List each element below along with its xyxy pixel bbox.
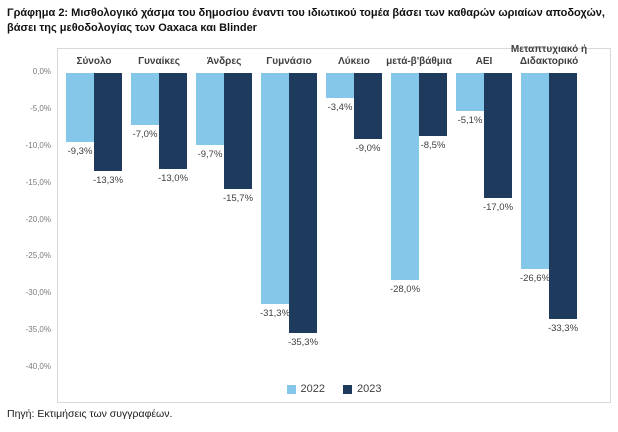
- data-label-2022: -26,6%: [519, 273, 551, 285]
- category-label: Μεταπτυχιακό ή Διδακτορικό: [510, 44, 588, 67]
- bar-2023: [549, 73, 577, 319]
- data-label-2023: -17,0%: [482, 202, 514, 214]
- y-axis-tick-label: -20,0%: [25, 214, 51, 224]
- category-label: μετά-β'βάθμια: [386, 55, 452, 67]
- legend-label: 2022: [300, 383, 325, 395]
- y-axis-tick-label: -40,0%: [25, 362, 51, 371]
- legend-swatch-2023: [343, 384, 352, 394]
- bar-2022: [196, 73, 224, 145]
- legend-item-2023: 2023: [343, 383, 381, 395]
- data-label-2023: -33,3%: [547, 322, 579, 334]
- legend: 2022 2023: [58, 383, 610, 395]
- bar-2023: [419, 73, 447, 136]
- bar-2023: [289, 73, 317, 334]
- y-axis-tick-label: -35,0%: [25, 325, 51, 335]
- chart-title: Γράφημα 2: Μισθολογικό χάσμα του δημοσίο…: [7, 7, 605, 34]
- data-label-2022: -5,1%: [457, 114, 483, 126]
- category-label: Γυναίκες: [138, 55, 180, 67]
- bar-2022: [326, 73, 354, 99]
- bar-2022: [66, 73, 94, 142]
- category-label: Λύκειο: [338, 55, 370, 67]
- category-label: Σύνολο: [76, 55, 112, 67]
- bar-2023: [224, 73, 252, 189]
- bar-2022: [456, 73, 484, 111]
- data-label-2023: -35,3%: [287, 337, 319, 349]
- bar-2022: [261, 73, 289, 304]
- data-label-2022: -9,7%: [197, 148, 223, 160]
- y-axis-tick-label: -30,0%: [25, 288, 51, 298]
- legend-item-2022: 2022: [286, 383, 325, 395]
- bar-2023: [94, 73, 122, 172]
- data-label-2022: -9,3%: [67, 145, 93, 157]
- legend-swatch-2022: [286, 384, 296, 394]
- y-axis-tick-label: -10,0%: [25, 140, 51, 150]
- source-note: Πηγή: Εκτιμήσεις των συγγραφέων.: [7, 408, 173, 420]
- y-axis-tick-label: 0,0%: [32, 67, 51, 76]
- data-label-2023: -15,7%: [222, 192, 254, 204]
- category-label: ΑΕΙ: [475, 55, 493, 67]
- category-label: Άνδρες: [206, 55, 242, 67]
- bar-2023: [484, 73, 512, 199]
- y-axis-tick-label: -5,0%: [30, 103, 51, 113]
- data-label-2023: -9,0%: [355, 143, 381, 155]
- chart-area: Σύνολο -9,3% -13,3% Γυναίκες -7,0% -13,0% Άνδρ…: [57, 44, 611, 403]
- data-label-2022: -28,0%: [389, 283, 421, 295]
- category-label: Γυμνάσιο: [266, 55, 312, 67]
- y-axis-tick-label: -25,0%: [25, 251, 51, 261]
- data-label-2022: -31,3%: [259, 307, 291, 319]
- legend-label: 2023: [357, 383, 382, 395]
- data-label-2022: -3,4%: [327, 102, 353, 114]
- bar-2023: [159, 73, 187, 169]
- y-axis-tick-label: -15,0%: [25, 177, 51, 187]
- plot-area: Σύνολο -9,3% -13,3% Γυναίκες -7,0% -13,0% Άνδρ…: [58, 44, 610, 402]
- data-label-2023: -13,0%: [157, 172, 189, 184]
- bar-2022: [391, 73, 419, 280]
- data-label-2022: -7,0%: [132, 128, 158, 140]
- data-label-2023: -8,5%: [420, 139, 446, 151]
- bar-2022: [521, 73, 549, 270]
- data-label-2023: -13,3%: [92, 175, 124, 187]
- y-axis: 0,0% -5,0% -10,0% -15,0% -20,0% -25,0% -30,0% -…: [0, 48, 53, 403]
- bar-2023: [354, 73, 382, 140]
- bar-2022: [131, 73, 159, 125]
